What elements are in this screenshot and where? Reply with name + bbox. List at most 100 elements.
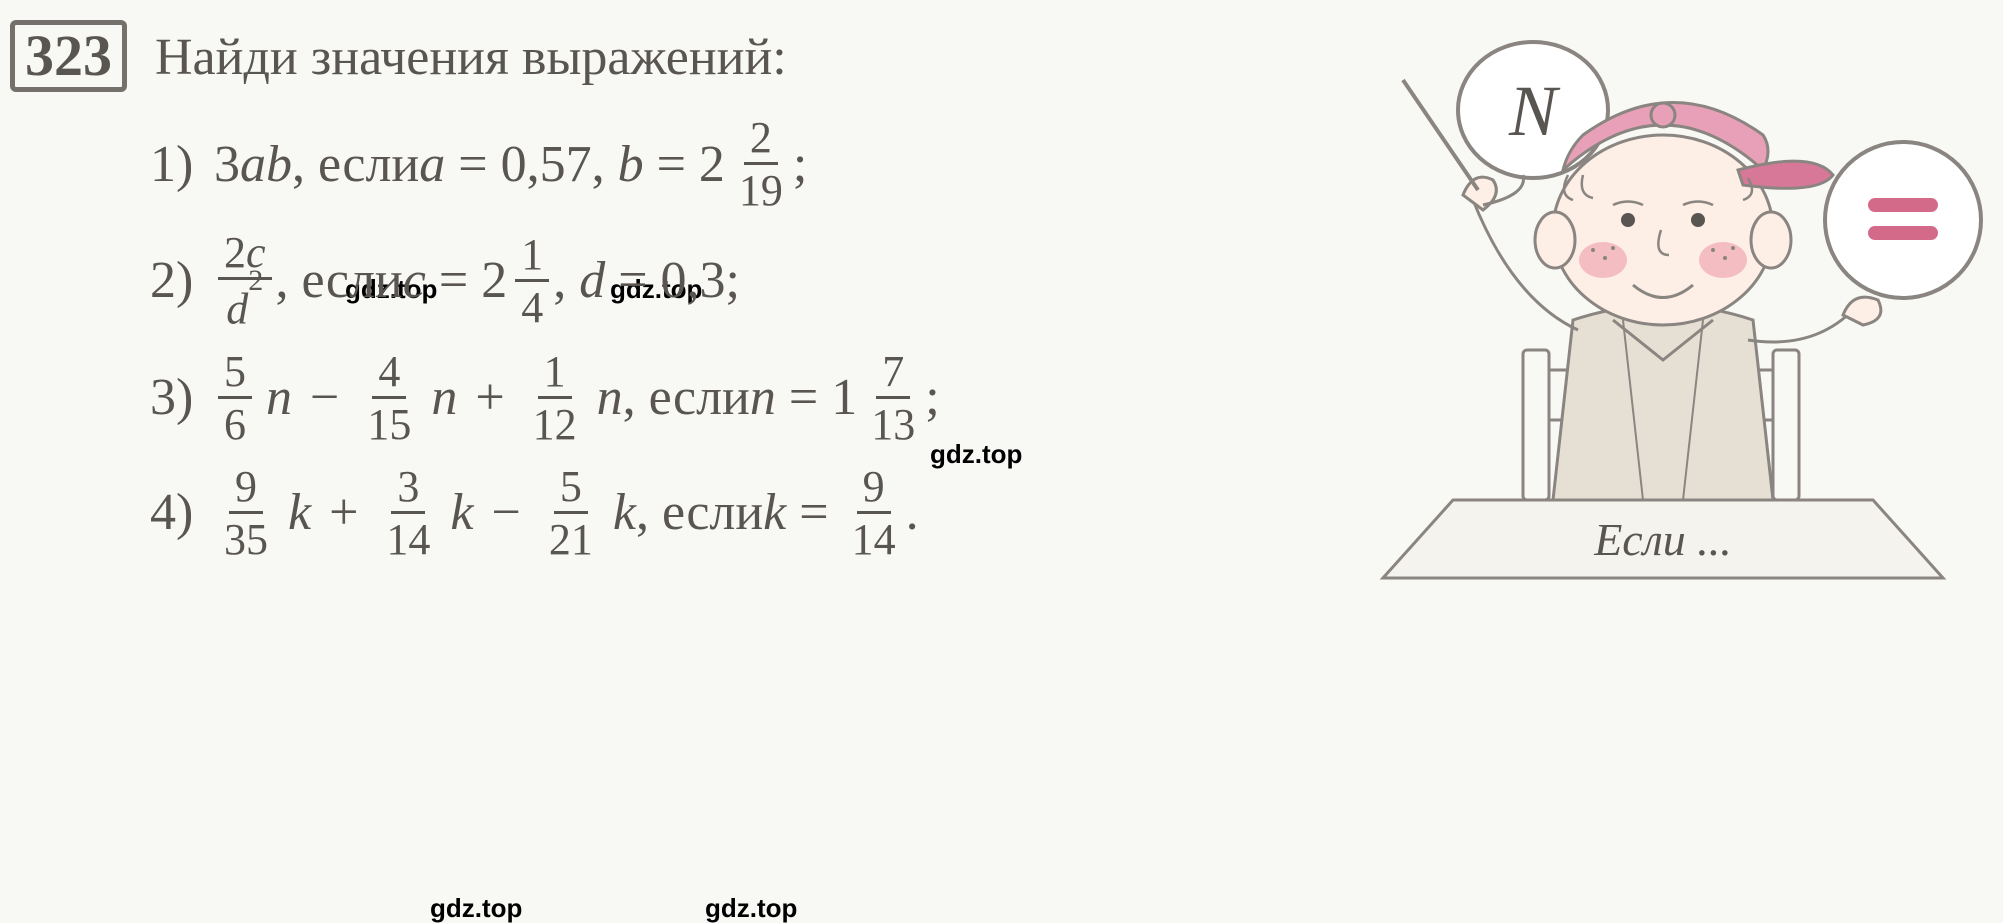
comma: , [553, 255, 579, 307]
chair-left [1523, 350, 1549, 500]
numerator: 1 [538, 350, 572, 399]
item-1: 1) 3 a b , если a = 0,57 , b = 2 2 [150, 116, 1300, 213]
if-word: , если [292, 139, 419, 191]
term1-frac: 9 35 [218, 465, 274, 562]
eq: = [786, 487, 841, 539]
b-val: 2 2 19 [699, 116, 793, 213]
den-exp: 2 [248, 264, 263, 297]
denominator: d2 [220, 280, 269, 332]
whole: 2 [481, 255, 507, 307]
numerator: 1 [515, 233, 549, 282]
denominator: 35 [218, 514, 274, 562]
item-label: 4) [150, 487, 214, 539]
var: n [266, 372, 292, 424]
right-cheek [1699, 242, 1747, 278]
if-word: , если [276, 255, 403, 307]
eq: = [776, 372, 831, 424]
term2-frac: 4 15 [361, 350, 417, 447]
problem-number: 323 [10, 20, 127, 92]
equals-disk [1825, 142, 1981, 298]
denominator: 13 [865, 399, 921, 447]
right-ear [1751, 212, 1791, 268]
eq: = [445, 139, 500, 191]
term1-frac: 5 6 [218, 350, 252, 447]
op: + [475, 372, 504, 424]
denominator: 4 [515, 282, 549, 330]
a-val: 0,57 [501, 139, 592, 191]
lhs-frac: 2c d2 [218, 231, 272, 332]
problem-content: 323 Найди значения выражений: 1) 3 a b ,… [0, 0, 1300, 584]
denominator: 14 [846, 514, 902, 562]
item-2: 2) 2c d2 , если c = 2 [150, 231, 1300, 332]
denominator: 12 [527, 399, 583, 447]
denominator: 21 [543, 514, 599, 562]
var-a: a [240, 139, 266, 191]
sign-letter: N [1508, 71, 1561, 151]
items-list: 1) 3 a b , если a = 0,57 , b = 2 2 [10, 116, 1300, 562]
cap-button [1651, 103, 1675, 127]
numerator: 4 [372, 350, 406, 399]
numerator: 2 [744, 116, 778, 165]
title-row: 323 Найди значения выражений: [10, 20, 1300, 92]
denominator: 6 [218, 399, 252, 447]
terminator: ; [925, 372, 939, 424]
b-lhs: b [618, 139, 644, 191]
k-val: 9 14 [846, 465, 902, 562]
item-label: 1) [150, 139, 214, 191]
watermark: gdz.top [430, 895, 522, 921]
comma: , [592, 139, 618, 191]
eq: = [605, 255, 660, 307]
d-val: 0,3 [661, 255, 726, 307]
op: − [492, 487, 521, 539]
banner-text: Если ... [1593, 514, 1732, 565]
denominator: 14 [380, 514, 436, 562]
numerator: 5 [554, 465, 588, 514]
numerator: 5 [218, 350, 252, 399]
numerator: 9 [857, 465, 891, 514]
terminator: ; [726, 255, 740, 307]
var: k [288, 487, 311, 539]
term2-frac: 3 14 [380, 465, 436, 562]
a-lhs: a [419, 139, 445, 191]
n-val: 1 7 13 [831, 350, 925, 447]
illustration-col: gdz.top gdz.top gdz.top gdz.top Если ... [1300, 0, 2003, 584]
denominator: 15 [361, 399, 417, 447]
whole: 2 [699, 139, 725, 191]
terminator: . [906, 487, 919, 539]
right-hand [1843, 297, 1881, 325]
numerator: 3 [391, 465, 425, 514]
term3-frac: 1 12 [527, 350, 583, 447]
left-hand [1463, 177, 1496, 210]
left-cheek [1579, 242, 1627, 278]
eq: = [644, 139, 699, 191]
c-val: 2 1 4 [481, 233, 553, 330]
eq: = [426, 255, 481, 307]
right-eye [1691, 213, 1705, 227]
item-label: 3) [150, 372, 214, 424]
watermark: gdz.top [705, 895, 797, 921]
n-lhs: n [750, 372, 776, 424]
item-4: 4) 9 35 k + 3 14 k [150, 465, 1300, 562]
den-base: d [226, 285, 248, 334]
var: k [613, 487, 636, 539]
var: k [450, 487, 473, 539]
op: + [329, 487, 358, 539]
equals-bar-bottom [1868, 226, 1938, 240]
left-eye [1621, 213, 1635, 227]
var: n [597, 372, 623, 424]
d-lhs: d [579, 255, 605, 307]
var: n [431, 372, 457, 424]
if-word: , если [623, 372, 750, 424]
if-word: , если [636, 487, 763, 539]
problem-title: Найди значения выражений: [155, 20, 787, 87]
whole: 1 [831, 372, 857, 424]
equals-bar-top [1868, 198, 1938, 212]
c-lhs: c [403, 255, 426, 307]
op: − [310, 372, 339, 424]
terminator: ; [793, 139, 807, 191]
shirt [1553, 305, 1773, 500]
numerator: 2c [218, 231, 272, 280]
numerator: 7 [876, 350, 910, 399]
left-ear [1535, 212, 1575, 268]
var-b: b [266, 139, 292, 191]
